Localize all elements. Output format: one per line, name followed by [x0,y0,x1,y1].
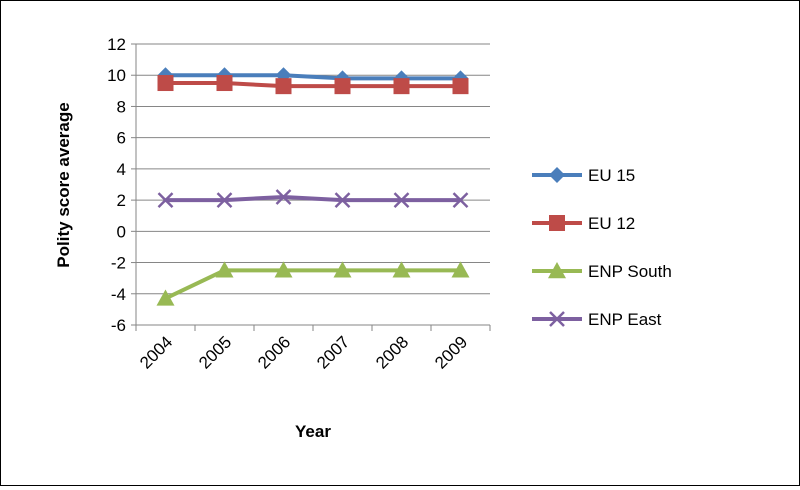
y-tick-labels: 12 10 8 6 4 2 0 -2 -4 -6 [107,35,126,335]
x-tick-label: 2009 [431,332,471,372]
data-point [275,189,292,205]
series-line [165,81,461,89]
data-point [333,261,352,278]
y-tick-label: 10 [107,66,126,85]
legend-marker [549,215,565,231]
series-line [165,73,461,81]
legend-item: EU 12 [532,214,635,233]
series-line [165,194,461,203]
data-point [451,261,470,278]
legend-marker [549,167,565,183]
series-lines [156,67,470,306]
legend-label: ENP South [588,262,672,281]
legend-marker [548,262,566,279]
data-point [393,192,410,208]
y-tick-label: -4 [111,285,126,304]
y-tick-label: 12 [107,35,126,54]
data-point [157,192,174,208]
data-point [216,192,233,208]
y-axis-label: Polity score average [54,102,73,267]
legend: EU 15 EU 12 ENP South ENP East [532,166,672,329]
data-point [216,75,233,92]
legend-label: ENP East [588,310,662,329]
legend-label: EU 12 [588,214,635,233]
data-point [275,78,292,95]
data-point [274,261,293,278]
y-tick-label: 0 [117,222,126,241]
x-tick-label: 2008 [372,332,412,372]
x-tick-label: 2007 [313,332,353,372]
y-tick-label: 4 [117,160,126,179]
legend-item: ENP South [532,262,672,281]
y-tick-label: 2 [117,191,126,210]
series-enp-south [156,261,470,306]
data-point [452,78,469,95]
data-point [393,78,410,95]
legend-item: EU 15 [532,166,635,185]
x-tick-label: 2004 [136,332,176,372]
legend-label: EU 15 [588,166,635,185]
legend-item: ENP East [532,310,662,329]
y-tick-label: 6 [117,129,126,148]
y-tick-label: -6 [111,316,126,335]
data-point [334,192,351,208]
y-tick-label: 8 [117,97,126,116]
legend-marker [549,311,565,327]
x-tick-label: 2006 [254,332,294,372]
series-line [164,268,461,301]
data-point [452,192,469,208]
data-point [334,78,351,95]
x-axis-label: Year [295,422,331,441]
x-tick-label: 2005 [195,332,235,372]
x-tick-labels: 2004 2005 2006 2007 2008 2009 [136,332,471,372]
data-point [215,261,234,278]
data-point [157,75,174,92]
data-point [156,289,175,306]
data-point [392,261,411,278]
axes [131,43,491,331]
series-enp-east [157,189,469,208]
y-tick-label: -2 [111,254,126,273]
series-eu-12 [157,75,469,95]
